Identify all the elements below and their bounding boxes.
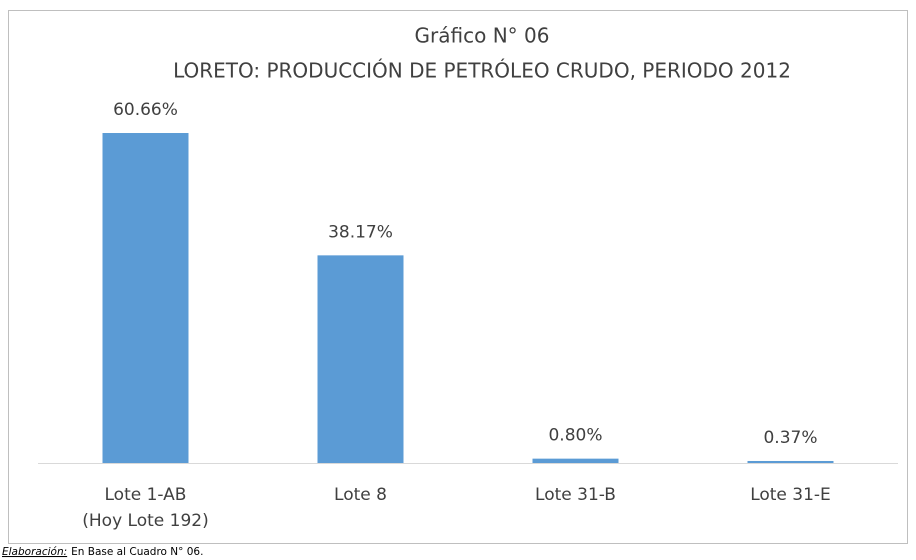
footnote-text: En Base al Cuadro N° 06.: [71, 546, 203, 558]
x-tick-label-line: (Hoy Lote 192): [82, 511, 208, 531]
chart-subtitle: LORETO: PRODUCCIÓN DE PETRÓLEO CRUDO, PE…: [173, 59, 791, 83]
x-tick-label: Lote 8: [334, 485, 387, 505]
bar: [747, 460, 834, 463]
data-label: 60.66%: [113, 100, 178, 120]
data-label: 0.80%: [548, 426, 602, 446]
data-label: 38.17%: [328, 222, 393, 242]
footnote-label: Elaboración:: [2, 546, 67, 558]
bar: [317, 255, 404, 463]
x-tick-label-line: Lote 1-AB: [105, 485, 187, 505]
bar: [532, 458, 619, 463]
bar: [102, 133, 189, 464]
x-tick-label: Lote 1-AB (Hoy Lote 192): [82, 485, 208, 531]
x-tick-label: Lote 31-E: [750, 485, 831, 505]
data-label: 0.37%: [763, 428, 817, 448]
x-tick-label: Lote 31-B: [535, 485, 616, 505]
footnote: Elaboración: En Base al Cuadro N° 06.: [2, 546, 203, 558]
chart-title: Gráfico N° 06: [415, 24, 550, 48]
